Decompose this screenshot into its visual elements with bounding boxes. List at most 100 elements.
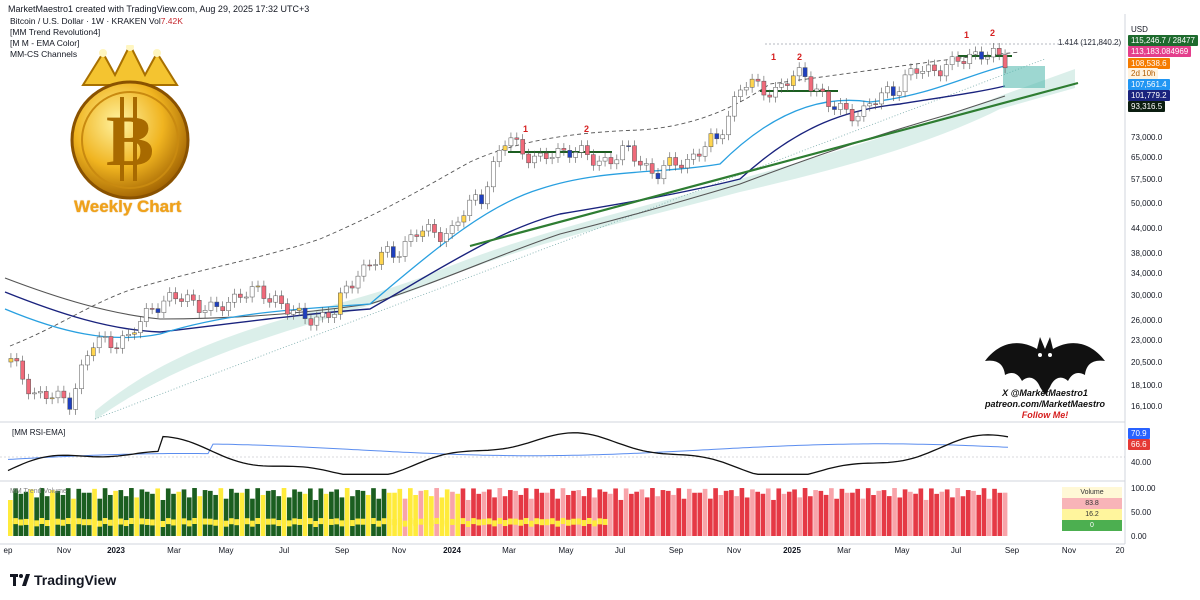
chart-canvas[interactable]: 1 2 1 2 1 2	[0, 14, 1200, 574]
volume-bar-segment	[271, 518, 276, 525]
volume-bar	[144, 491, 150, 536]
volume-bar	[834, 498, 839, 536]
volume-panel-title[interactable]: MM Trend Volume	[10, 488, 67, 495]
volume-bar-segment	[65, 518, 71, 525]
volume-bar	[708, 498, 713, 536]
indicator-cs-channels[interactable]: MM-CS Channels	[10, 49, 78, 59]
svg-text:B: B	[106, 101, 154, 181]
volume-bar-segment	[523, 518, 529, 525]
candle-body	[455, 221, 461, 226]
indicator-ema-color[interactable]: [M M - EMA Color]	[10, 38, 80, 48]
candle-body	[908, 68, 914, 76]
volume-bar	[176, 491, 182, 536]
gray-ma	[4, 95, 1006, 320]
indicator-trend-revolution[interactable]: [MM Trend Revolution4]	[10, 27, 101, 37]
volume-bar-segment	[229, 518, 234, 525]
candle-body	[608, 157, 614, 165]
candle-body	[390, 246, 396, 258]
volume-bar	[729, 490, 734, 536]
time-axis-label: 2023	[107, 546, 125, 555]
volume-bar	[165, 488, 171, 536]
candle-body	[249, 286, 255, 298]
candle-body	[573, 152, 578, 158]
time-axis-label: Mar	[167, 546, 181, 555]
volume-bar	[534, 488, 539, 536]
volume-bar	[265, 490, 271, 536]
volume-bar	[397, 488, 403, 536]
volume-bar	[418, 490, 424, 536]
candle-body	[508, 137, 514, 147]
volume-bar	[250, 498, 255, 536]
candle-body	[202, 310, 208, 313]
volume-bar-segment	[365, 519, 371, 526]
volume-bar-segment	[171, 519, 176, 526]
wave-count-label: 2	[797, 52, 802, 62]
candle-body	[855, 115, 861, 122]
tradingview-brand[interactable]: TradingView	[10, 572, 116, 588]
volume-bar	[823, 494, 829, 536]
candle-body	[814, 88, 820, 92]
candle-body	[943, 64, 949, 77]
candle-body	[926, 64, 931, 72]
candle-body	[761, 80, 767, 96]
volume-bar	[155, 488, 161, 536]
volume-bar	[39, 488, 45, 536]
volume-bar	[329, 491, 334, 536]
volume-bar-segment	[355, 518, 361, 525]
volume-bar	[260, 494, 266, 536]
volume-bar-segment	[323, 519, 329, 526]
volume-bar	[1002, 492, 1008, 536]
volume-bar	[986, 498, 992, 536]
candle-body	[26, 378, 31, 395]
candle-body	[361, 264, 367, 277]
volume-bar-segment	[508, 518, 513, 525]
volume-bar-segment	[208, 518, 213, 525]
volume-bar-segment	[181, 518, 187, 525]
volume-bar-segment	[113, 518, 118, 525]
upper-dashed-channel	[9, 51, 1021, 347]
candle-body	[808, 76, 814, 92]
volume-bar-segment	[592, 520, 597, 527]
candle-body	[667, 157, 673, 166]
volume-bar	[60, 494, 66, 536]
price-axis-label: 34,000.0	[1131, 269, 1163, 278]
candle-body	[832, 106, 837, 110]
price-tag: 101,779.2	[1128, 90, 1170, 101]
bitcoin-crown-icon: B	[70, 45, 190, 200]
candles-group[interactable]: 1 2 1 2 1 2	[8, 28, 1008, 415]
symbol-line[interactable]: Bitcoin / U.S. Dollar · 1W · KRAKEN Vol7…	[10, 16, 183, 27]
currency-label[interactable]: USD	[1131, 25, 1148, 34]
candle-body	[438, 232, 443, 242]
tradingview-logo-icon	[10, 574, 30, 586]
volume-bar-segment	[50, 518, 55, 525]
candle-body	[443, 233, 449, 242]
candle-body	[385, 246, 390, 253]
volume-bar	[360, 490, 366, 536]
candle-body	[555, 148, 561, 158]
volume-bar	[50, 490, 55, 536]
candle-body	[255, 285, 261, 288]
time-axis-label: May	[218, 546, 234, 555]
volume-bar-segment	[313, 520, 318, 527]
price-tag: 113,183.084969	[1128, 46, 1192, 57]
volume-bar-segment	[392, 519, 397, 526]
volume-bar-segment	[165, 518, 171, 525]
volume-bar	[392, 492, 397, 536]
volume-bar-segment	[144, 518, 150, 525]
volume-bar	[476, 493, 482, 536]
volume-bar-segment	[160, 520, 166, 527]
rsi-panel-title[interactable]: [MM RSI-EMA]	[12, 428, 66, 437]
volume-bar	[34, 497, 39, 536]
volume-bar-segment	[413, 519, 418, 526]
candle-body	[338, 292, 343, 315]
volume-bar-segment	[150, 519, 155, 526]
volume-bar	[681, 498, 687, 536]
price-axis-label: 20,500.0	[1131, 358, 1163, 367]
time-axis-label: Sep	[668, 546, 684, 555]
candle-body	[279, 295, 284, 304]
candle-body	[867, 103, 873, 107]
volume-bar	[102, 488, 108, 536]
time-axis-label: Nov	[56, 546, 72, 555]
volume-axis-label: 50.00	[1131, 508, 1152, 517]
volume-bar	[697, 492, 703, 536]
